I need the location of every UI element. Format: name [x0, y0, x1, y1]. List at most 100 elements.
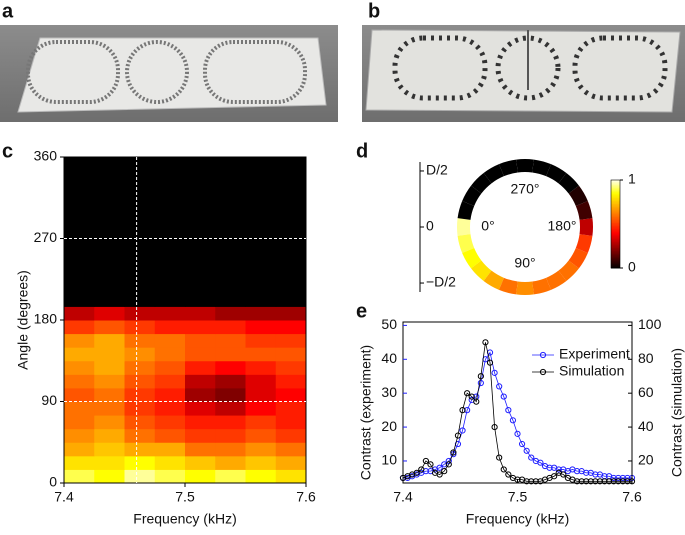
- heat-cell: [94, 415, 125, 430]
- heat-cell: [215, 455, 246, 470]
- data-point: [615, 474, 622, 482]
- heat-cell: [245, 360, 277, 375]
- heat-cell: [215, 387, 246, 402]
- heat-cell: [154, 442, 186, 457]
- heat-cell: [64, 306, 95, 321]
- y-tick-label: 90: [41, 392, 57, 408]
- heat-cell: [94, 333, 125, 348]
- heat-cell: [154, 428, 186, 443]
- heat-cell: [154, 455, 186, 470]
- heat-cell: [124, 360, 156, 375]
- heat-cell: [215, 374, 246, 389]
- data-point: [523, 478, 530, 485]
- heat-cell: [245, 347, 277, 362]
- heat-cell: [154, 469, 186, 484]
- data-point: [486, 359, 494, 366]
- heat-cell: [124, 333, 156, 348]
- heat-cell: [94, 347, 125, 362]
- data-point: [619, 474, 626, 482]
- angle-label: 90°: [514, 255, 535, 271]
- legend-label: Simulation: [559, 363, 624, 379]
- heat-cell: [64, 333, 95, 348]
- data-point: [500, 393, 507, 400]
- x-tick-label: 7.6: [296, 489, 316, 505]
- colorbar-step: [611, 260, 620, 263]
- data-point: [509, 417, 517, 424]
- heat-cell: [215, 401, 246, 416]
- heat-cell: [124, 442, 156, 457]
- heat-cell: [64, 360, 95, 375]
- data-point: [592, 471, 599, 478]
- ring-segment: [498, 277, 518, 295]
- data-point: [418, 466, 425, 473]
- data-point: [551, 473, 558, 480]
- colorbar-step: [611, 256, 620, 259]
- heat-cell: [185, 428, 216, 443]
- data-point: [624, 474, 631, 482]
- heat-cell: [94, 442, 125, 457]
- y-tick-label: 10: [381, 452, 397, 468]
- colorbar-step: [611, 213, 620, 216]
- heat-cell: [185, 415, 216, 430]
- legend-marker: [539, 351, 547, 359]
- data-point: [464, 407, 471, 414]
- data-point: [537, 459, 544, 466]
- colorbar-step: [611, 263, 620, 266]
- x-tick-label: 7.4: [54, 489, 74, 505]
- heat-cell: [215, 347, 246, 362]
- data-point: [583, 478, 590, 485]
- heat-cell: [64, 415, 95, 430]
- heat-cell: [154, 387, 186, 402]
- series-line: [403, 351, 632, 479]
- colorbar-step: [611, 244, 620, 247]
- heat-cell: [215, 442, 246, 457]
- colorbar-step: [611, 262, 620, 265]
- heat-cell: [275, 333, 307, 348]
- data-point: [596, 478, 604, 485]
- heat-cell: [154, 157, 186, 307]
- colorbar-step: [611, 218, 620, 221]
- colorbar-step: [611, 265, 620, 268]
- ring-segment: [516, 281, 534, 295]
- heat-cell: [185, 157, 216, 307]
- ring-segment: [498, 159, 518, 177]
- heat-cell: [154, 401, 186, 416]
- heat-cell: [94, 320, 125, 335]
- colorbar-step: [611, 193, 620, 196]
- ring-segment: [471, 260, 492, 281]
- heat-cell: [215, 320, 246, 335]
- heat-cell: [245, 157, 277, 307]
- ring-segment: [575, 200, 593, 220]
- colorbar-step: [611, 231, 620, 234]
- ring-segment: [579, 218, 594, 236]
- heat-cell: [185, 347, 216, 362]
- x-axis-title: Frequency (kHz): [466, 511, 569, 527]
- ring-segment: [546, 270, 567, 290]
- colorbar-step: [611, 257, 620, 260]
- colorbar-step: [611, 188, 620, 191]
- colorbar-step: [611, 246, 620, 248]
- data-point: [422, 457, 429, 465]
- heat-cell: [245, 469, 277, 484]
- data-point: [573, 468, 581, 475]
- data-point: [583, 469, 590, 476]
- heat-cell: [124, 306, 156, 321]
- data-point: [482, 339, 489, 346]
- heat-cell: [275, 401, 307, 416]
- heat-cell: [94, 374, 125, 389]
- colorbar-step: [611, 197, 620, 200]
- angle-label: 180°: [548, 218, 577, 234]
- colorbar-step: [611, 253, 620, 256]
- colorbar-step: [611, 229, 620, 232]
- data-point: [523, 447, 530, 454]
- y-tick-label: 270: [34, 229, 58, 245]
- heat-cell: [185, 374, 216, 389]
- ring-segment: [462, 185, 482, 206]
- colorbar-step: [611, 199, 620, 202]
- panel-label: b: [368, 0, 380, 22]
- data-point: [532, 478, 539, 485]
- heat-cell: [245, 455, 277, 470]
- heat-cell: [185, 455, 216, 470]
- data-point: [413, 469, 420, 476]
- colorbar-step: [611, 266, 620, 269]
